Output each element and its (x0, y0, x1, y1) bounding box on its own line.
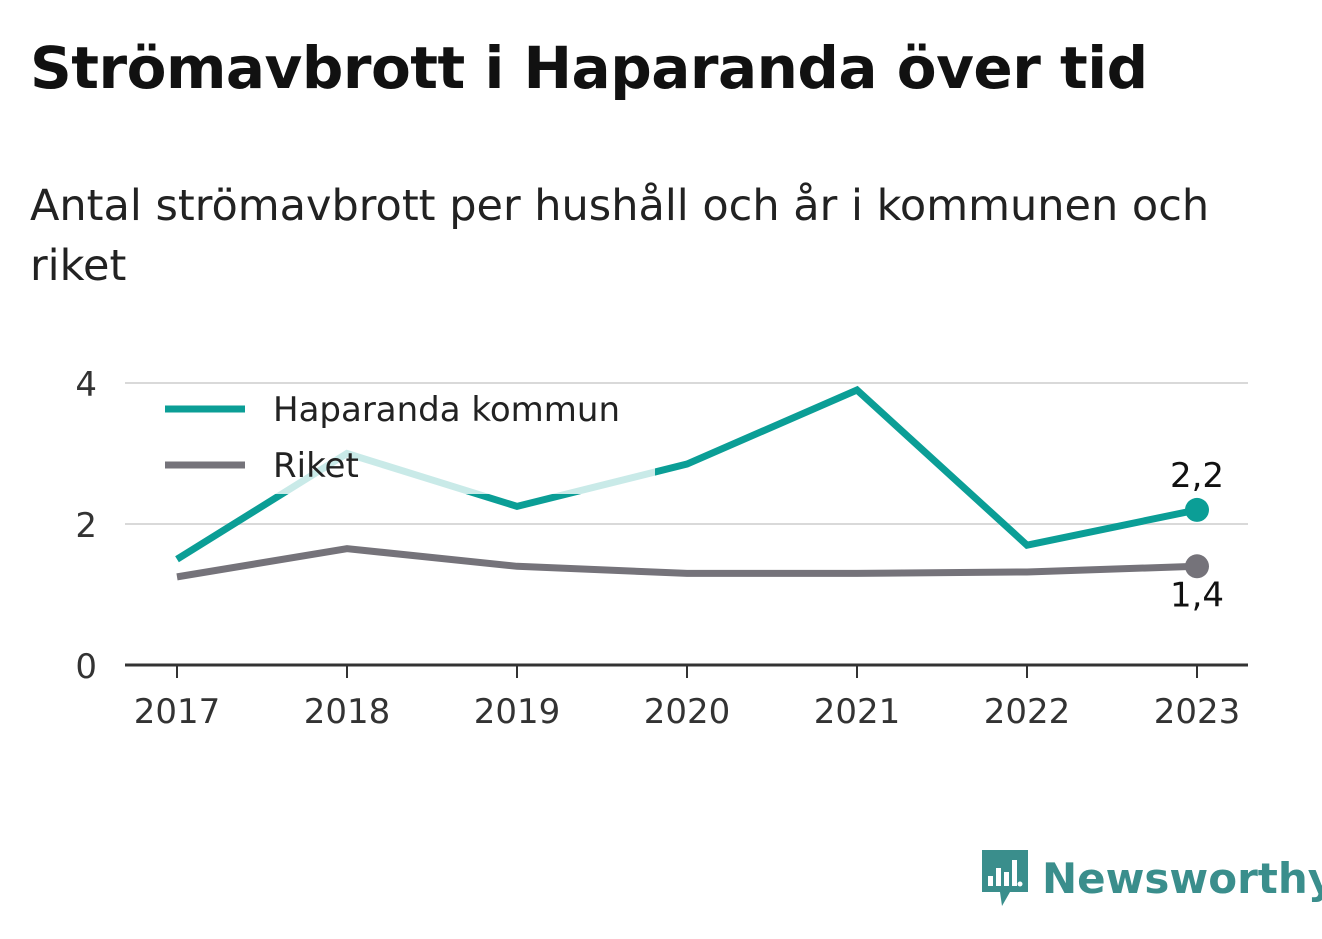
brand: Newsworthy (980, 848, 1322, 908)
x-tick-label: 2021 (814, 692, 901, 732)
x-tick-label: 2017 (134, 692, 221, 732)
series-line-riket (176, 545, 1198, 581)
chart-title: Strömavbrott i Haparanda över tid (30, 34, 1148, 102)
x-tick-label: 2022 (984, 692, 1071, 732)
x-tick-label: 2019 (474, 692, 561, 732)
y-tick-label: 0 (75, 647, 97, 687)
y-tick-label: 4 (75, 365, 97, 405)
end-value-label: 2,2 (1170, 456, 1224, 496)
end-point (1185, 554, 1209, 579)
legend-label: Haparanda kommun (273, 390, 620, 430)
x-tick-label: 2018 (304, 692, 391, 732)
newsworthy-logo-icon (982, 850, 1028, 906)
x-tick-label: 2020 (644, 692, 731, 732)
x-tick-label: 2023 (1154, 692, 1241, 732)
brand-name: Newsworthy (1042, 853, 1322, 903)
legend-box (150, 384, 655, 494)
end-value-label: 1,4 (1170, 575, 1224, 615)
y-tick-label: 2 (75, 506, 97, 546)
chart-subtitle: Antal strömavbrott per hushåll och år i … (30, 181, 1210, 291)
legend-label: Riket (273, 446, 359, 486)
end-point (1185, 497, 1209, 522)
